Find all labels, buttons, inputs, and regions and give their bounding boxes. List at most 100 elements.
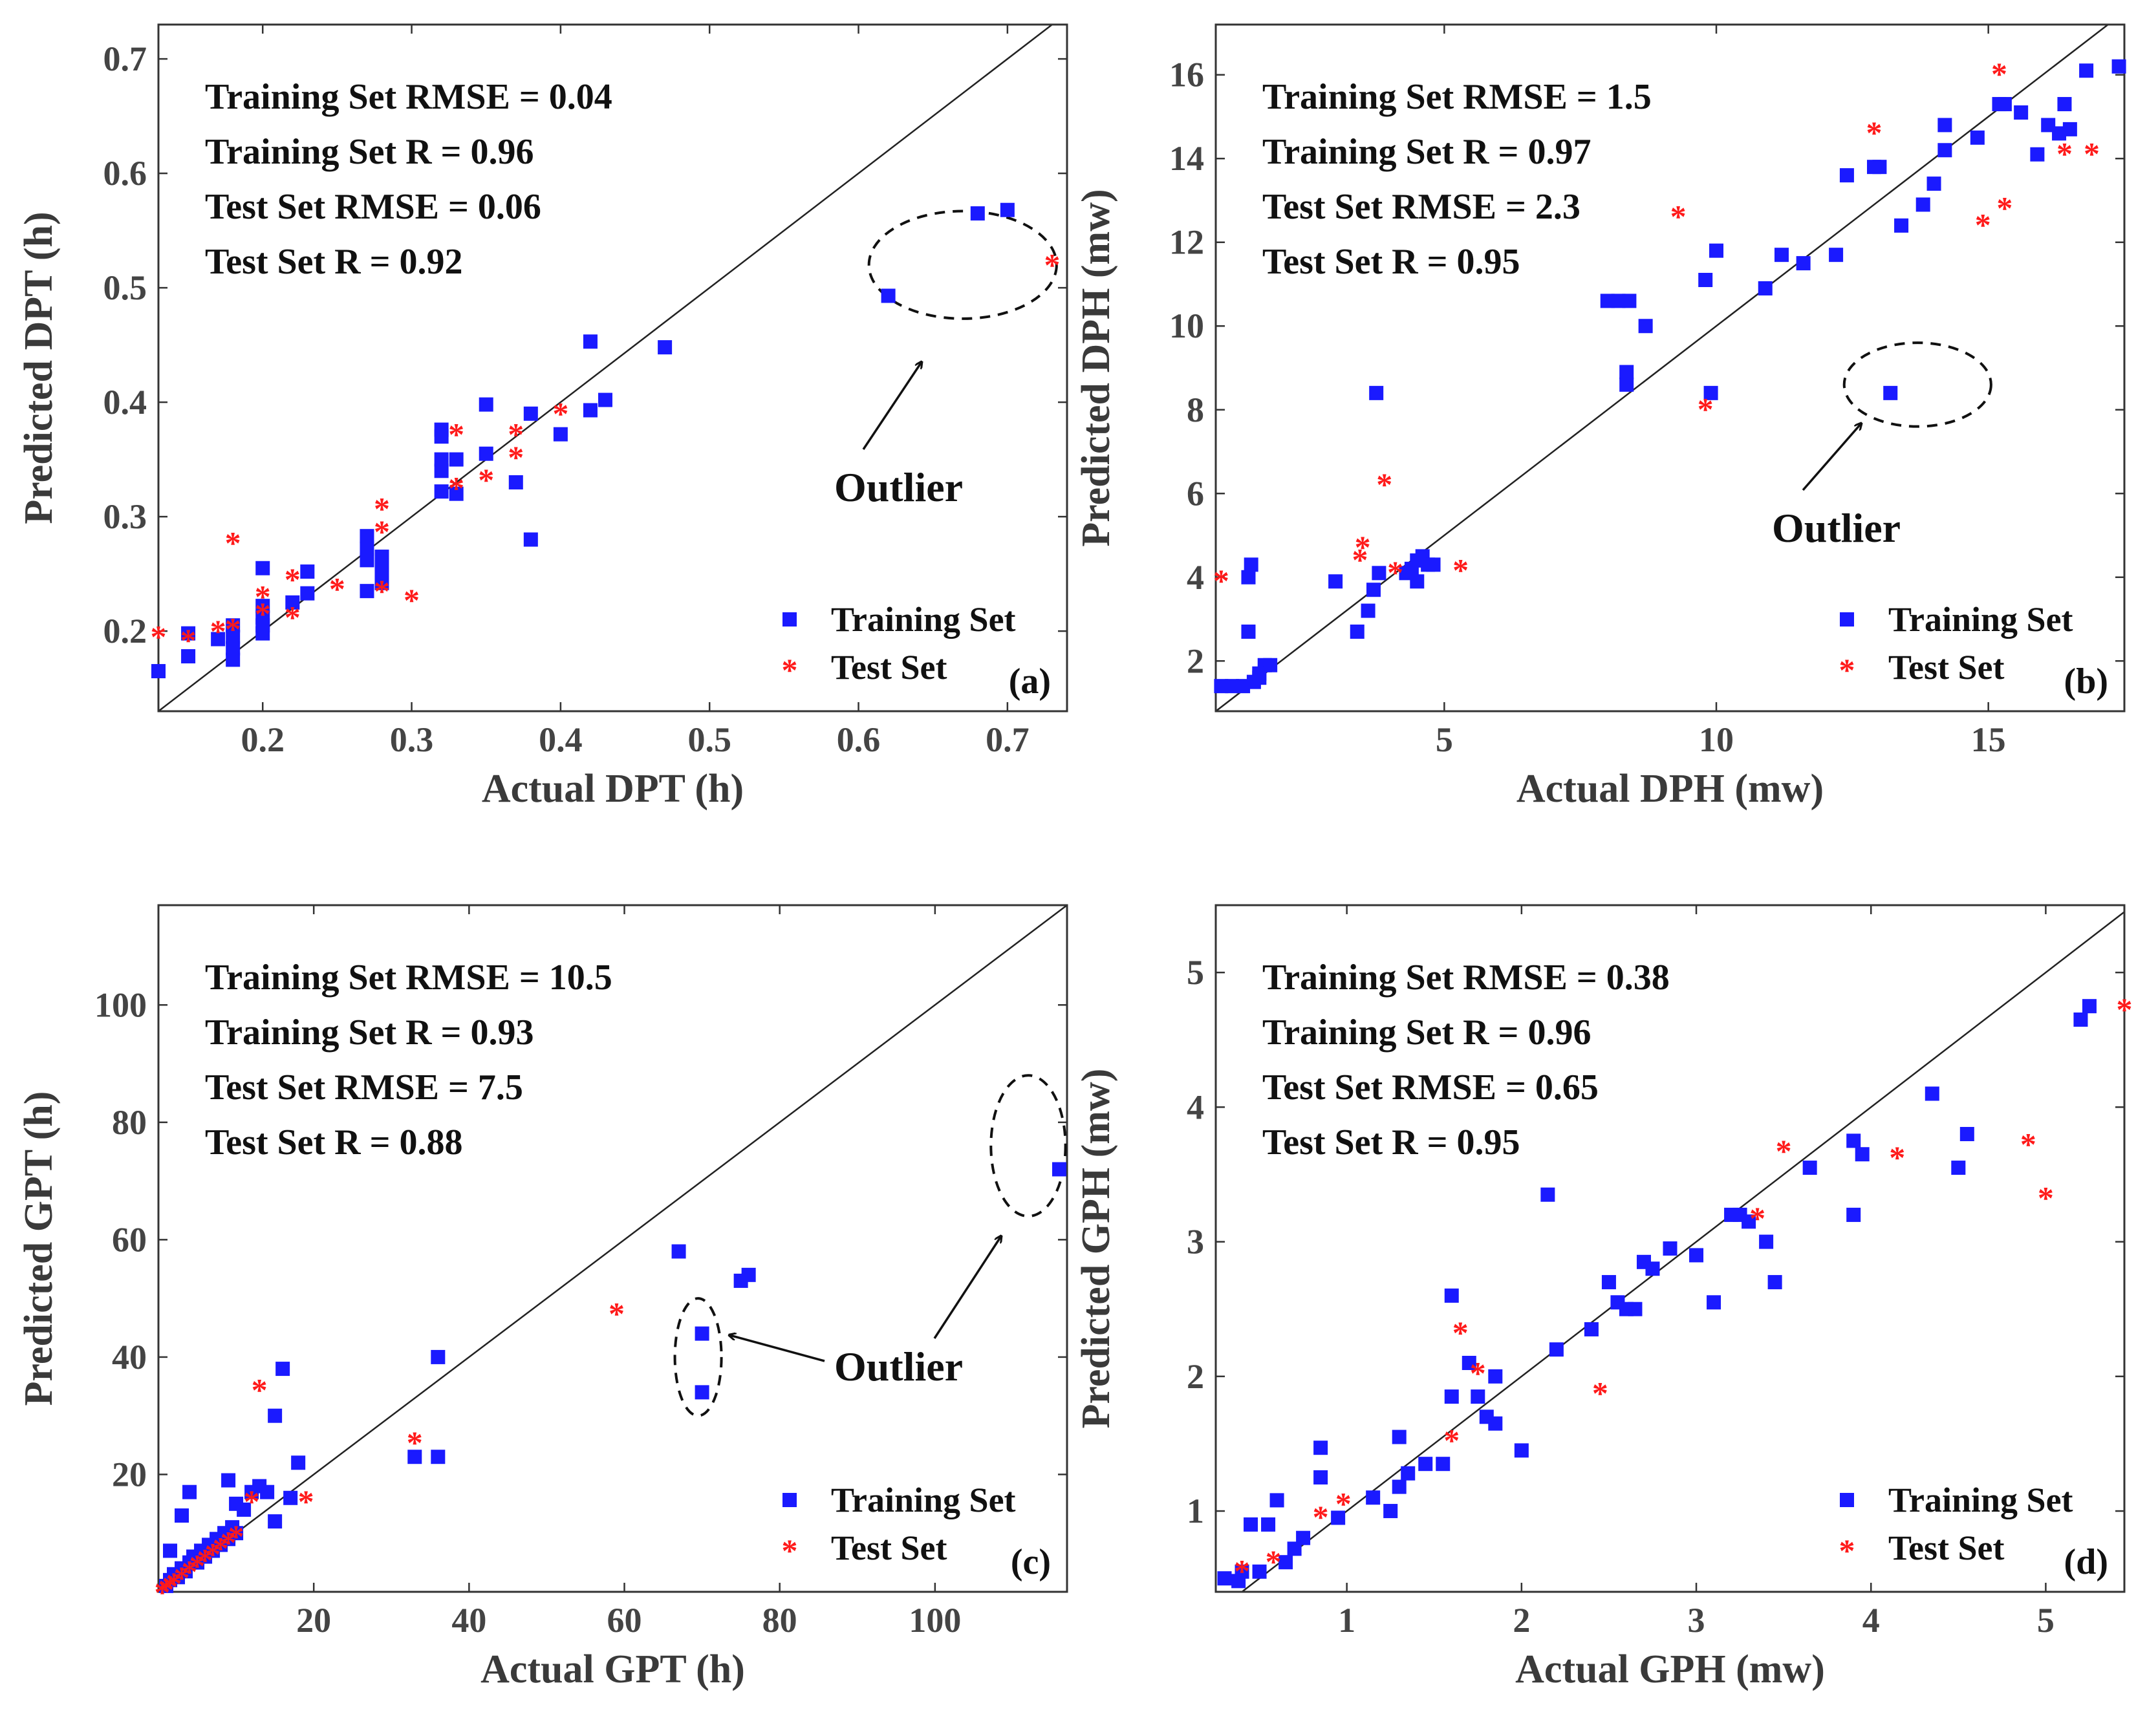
- test-point: *: [407, 1424, 423, 1461]
- y-tick-label: 2: [1187, 641, 1204, 680]
- axes-box: [157, 23, 1068, 713]
- test-point: *: [374, 513, 390, 550]
- training-point: [226, 629, 241, 644]
- training-point: [1236, 679, 1251, 694]
- test-point: *: [189, 1548, 206, 1584]
- panel-label: (a): [1009, 661, 1051, 702]
- training-point: [695, 1326, 709, 1341]
- axes-box: [157, 904, 1068, 1593]
- test-point: *: [182, 1554, 198, 1590]
- legend-test-marker: *: [1839, 1532, 1855, 1569]
- training-point: [1802, 1161, 1817, 1175]
- x-tick-label: 0.3: [390, 720, 434, 759]
- training-point: [1549, 1342, 1564, 1357]
- test-point: *: [210, 613, 226, 649]
- test-point: *: [221, 1524, 237, 1560]
- training-point: [283, 1490, 298, 1505]
- y-tick-label: 0.6: [103, 154, 147, 193]
- test-point: *: [1470, 1355, 1486, 1391]
- test-point: *: [2056, 135, 2073, 171]
- legend-training-marker: [1840, 1493, 1854, 1507]
- training-point: [1839, 168, 1854, 183]
- training-point: [1241, 624, 1256, 639]
- test-point: *: [252, 1371, 268, 1408]
- training-point: [1488, 1416, 1503, 1431]
- legend-test-label: Test Set: [1888, 1528, 2005, 1567]
- y-axis-title: Predicted GPH (mw): [1074, 1069, 1118, 1429]
- outlier-arrow: [729, 1335, 825, 1362]
- training-point: [1244, 557, 1258, 572]
- training-point: [1628, 1302, 1643, 1316]
- test-point: *: [162, 1568, 178, 1604]
- x-tick-label: 0.4: [539, 720, 583, 759]
- y-tick-label: 10: [1169, 306, 1204, 345]
- training-point: [1707, 1295, 1721, 1310]
- legend-test-label: Test Set: [1888, 648, 2005, 687]
- training-point: [970, 206, 985, 221]
- training-point: [1462, 1356, 1476, 1370]
- test-point: *: [1975, 206, 1991, 242]
- training-point: [181, 649, 196, 664]
- panel-label: (d): [2064, 1542, 2108, 1582]
- training-point: [1951, 1161, 1966, 1175]
- training-point: [1937, 143, 1952, 158]
- training-point: [434, 422, 449, 437]
- test-point: *: [1749, 1200, 1765, 1236]
- training-point: [583, 403, 598, 418]
- legend-training-marker: [1840, 612, 1854, 627]
- training-point: [1698, 273, 1713, 288]
- training-point: [1926, 177, 1941, 191]
- training-point: [175, 1508, 189, 1523]
- training-point: [1514, 1443, 1529, 1458]
- outlier-label: Outlier: [834, 1344, 963, 1389]
- test-point: *: [448, 416, 464, 452]
- training-point: [479, 446, 493, 461]
- training-point: [229, 1526, 244, 1541]
- training-point: [291, 1455, 306, 1470]
- training-point: [226, 618, 241, 633]
- test-point: *: [2117, 991, 2133, 1027]
- training-point: [275, 1362, 290, 1377]
- test-point: *: [1355, 529, 1371, 565]
- training-point: [431, 1349, 446, 1364]
- training-point: [1689, 1248, 1704, 1263]
- training-point: [1471, 1389, 1485, 1404]
- stat-line: Test Set RMSE = 2.3: [1262, 187, 1581, 227]
- training-point: [1742, 1214, 1756, 1229]
- training-point: [360, 553, 374, 568]
- x-tick-label: 2: [1513, 1601, 1530, 1640]
- panel-c: 20 40 60 80 100 20 40 60 80 100 Actual GPT (h) Pred…: [17, 904, 1068, 1691]
- training-point: [211, 632, 226, 647]
- training-point: [1241, 570, 1256, 584]
- x-axis-title: Actual GPH (mw): [1515, 1647, 1825, 1691]
- training-point: [658, 340, 673, 355]
- training-point: [598, 392, 612, 407]
- training-point: [881, 288, 896, 303]
- test-point: *: [225, 610, 241, 647]
- test-point: *: [1376, 466, 1392, 502]
- training-point: [479, 397, 493, 412]
- training-point: [1540, 1187, 1555, 1202]
- training-point: [1225, 679, 1240, 694]
- training-point: [1488, 1369, 1503, 1384]
- legend-training-marker: [782, 1493, 797, 1507]
- training-point: [1925, 1086, 1939, 1101]
- training-point: [1350, 624, 1365, 639]
- training-point: [182, 1484, 197, 1499]
- training-point: [2079, 63, 2094, 78]
- training-point: [449, 486, 464, 501]
- test-point: *: [609, 1295, 625, 1331]
- training-point: [523, 406, 538, 421]
- training-point: [1263, 658, 1278, 672]
- training-point: [1401, 1466, 1416, 1481]
- x-tick-label: 40: [451, 1601, 486, 1640]
- legend-training-marker: [782, 612, 797, 627]
- stat-line: Training Set R = 0.97: [1262, 132, 1591, 172]
- training-point: [255, 561, 270, 575]
- training-point: [255, 599, 270, 614]
- stat-line: Training Set R = 0.96: [1262, 1013, 1591, 1053]
- training-point: [1328, 574, 1343, 589]
- test-point: *: [552, 395, 568, 431]
- training-point: [1383, 1504, 1398, 1519]
